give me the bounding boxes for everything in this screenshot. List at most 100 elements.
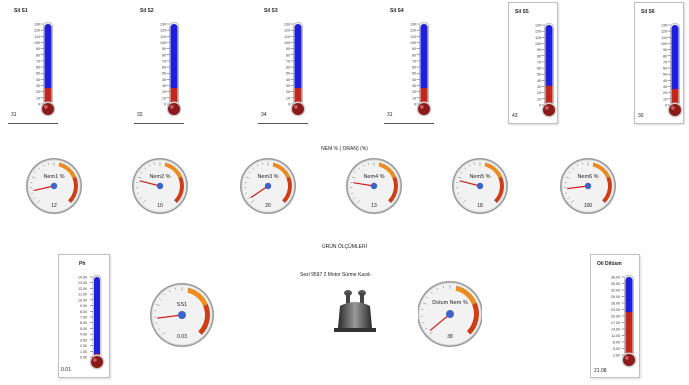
thermo-tick-label: 110 [34,35,40,39]
gauge-tick [67,199,72,204]
thermo-mercury-blue [44,24,52,104]
thermo-tick-label: 100 [160,41,166,45]
gauge-tick [601,199,606,204]
filling-moisture-value: 38 [447,334,453,340]
thermo-tick-label: 120 [160,29,166,33]
gauge-danger-band [466,302,479,335]
gauge-tick [467,331,471,335]
gauge-tick [602,167,604,170]
gauge-tick [608,192,611,194]
thermo-tick-label: 100 [284,41,290,45]
thermo-bulb [669,104,681,116]
gauge-hub [370,182,378,190]
thermo-tick-label: 30 [36,84,40,88]
thermo-mercury-red [44,88,52,104]
thermo-tick-label: 50 [36,72,40,76]
thermo-tick-label: 70 [286,59,290,63]
thermo-tick-label: 100 [410,41,416,45]
thermo-tick-label: 23.00 [611,308,620,312]
gauge-danger-band [388,176,398,203]
oil-value: 21.08 [594,368,607,374]
gauge-tick [180,192,183,194]
gauge-tick [473,302,477,305]
ph-value: 0.01 [61,367,71,373]
gauge-needle [567,185,589,190]
silo-thermometer-title: Sil S4 [390,8,404,14]
gauge-tick [204,328,207,330]
gauge-tick [156,304,160,307]
thermo-bulb-highlight [170,105,174,109]
gauge-tick [142,199,147,204]
thermo-tick-label: 0 [38,103,40,107]
silo-thermometer-value: 43 [512,113,518,119]
thermo-tick-label: 90 [537,48,541,52]
gauge-tick [206,322,209,324]
gauge-tick [155,322,158,324]
thermo-tick-label: 2.00 [613,354,620,358]
gauge-warning-band [58,162,77,179]
thermo-tick-label: 0 [164,103,166,107]
gauge-tick [159,298,162,300]
thermo-tick-label: 13.00 [78,281,87,285]
gauge-hub [264,182,272,190]
moisture-gauge-3: Nem3 % 20 [240,154,296,218]
thermo-mercury-blue [671,25,679,105]
thermo-bulb [42,103,54,115]
thermo-tick-label: 40 [663,79,667,83]
thermo-bulb [91,356,103,368]
thermo-tick-label: 12.00 [78,287,87,291]
gauge-tick [286,197,289,199]
moisture-gauge-value: 13 [371,203,377,209]
gauge-tick [282,167,284,170]
gauge-tick [467,291,470,294]
thermo-tick-label: 110 [661,36,667,40]
speed-gauge: SS1 0.03 [150,280,214,350]
gauge-tick [565,192,568,194]
gauge-tick [245,176,250,179]
thermo-tick-label: 80 [162,53,166,57]
moisture-gauge-1: Nem1 % 12 [26,154,82,218]
thermo-tick-label: 20 [663,91,667,95]
gauge-warning-band [272,162,291,179]
silo-thermometer-title: Sil S1 [14,8,28,14]
moisture-gauge-4: Nem4 % 13 [346,154,402,218]
gauge-tick [71,171,74,174]
gauge-tick [162,331,166,335]
silo-thermometer-value: 30 [638,113,644,119]
thermo-tick-label: 17.00 [611,321,620,325]
thermo-tick-label: 120 [535,30,541,34]
gauge-tick [498,176,503,179]
gauge-tick [457,192,460,194]
thermo-tick-label: 20 [412,90,416,94]
gauge-tick [472,327,475,330]
thermo-tick-label: 50 [162,72,166,76]
gauge-tick [250,199,255,204]
gauge-tick [38,167,40,170]
thermo-tick-label: 80 [36,53,40,57]
gauge-needle [250,185,269,199]
gauge-tick [572,167,574,170]
thermo-tick-label: 30 [286,84,290,88]
gauge-warning-band [187,287,208,307]
thermo-tick-label: 8.00 [613,341,620,345]
oil-thermometer: 38.00 35.00 32.00 29.00 26.00 23.00 20.00 17.00… [611,274,637,368]
thermo-tick-label: 8.00 [80,310,87,314]
thermo-tick-label: 20 [537,91,541,95]
gauge-tick [137,176,142,179]
gauge-tick [475,322,478,324]
gauge-tick [388,167,390,170]
silo-thermometer-value: 32 [137,112,143,118]
ph-title: Ph [79,261,86,267]
gauge-tick [169,164,172,167]
gauge-tick [247,197,250,199]
thermo-tick-label: 90 [412,47,416,51]
gauge-needle [139,180,161,187]
thermo-mercury-red [625,312,633,355]
thermo-tick-label: 110 [410,35,416,39]
gauge-tick [383,164,386,167]
thermo-tick-label: 60 [162,66,166,70]
gauge-tick [33,197,36,199]
gauge-tick [174,167,176,170]
